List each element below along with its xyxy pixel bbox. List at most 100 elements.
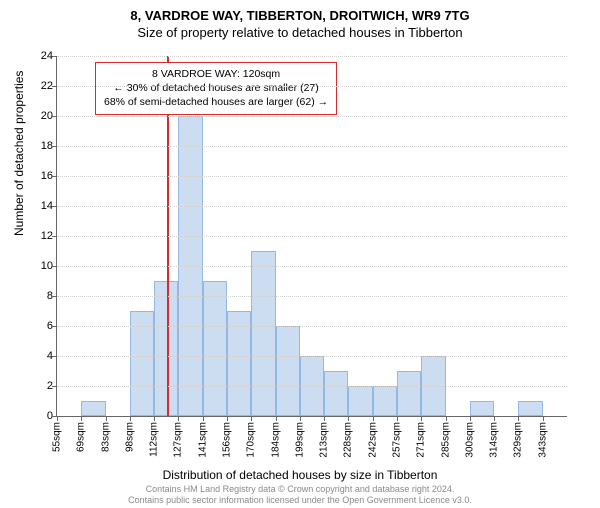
page-title: 8, VARDROE WAY, TIBBERTON, DROITWICH, WR… — [0, 8, 600, 23]
xtick-mark — [57, 416, 58, 421]
histogram-bar — [518, 401, 542, 416]
gridline — [57, 176, 567, 177]
xtick-label: 271sqm — [416, 422, 427, 458]
xtick-mark — [470, 416, 471, 421]
xtick-mark — [373, 416, 374, 421]
ytick-label: 14 — [27, 200, 53, 212]
gridline — [57, 206, 567, 207]
y-axis-label: Number of detached properties — [12, 71, 26, 236]
footer-attribution: Contains HM Land Registry data © Crown c… — [0, 484, 600, 506]
histogram-bar — [203, 281, 227, 416]
ytick-mark — [52, 356, 57, 357]
callout-line1: 8 VARDROE WAY: 120sqm — [104, 67, 328, 81]
xtick-mark — [251, 416, 252, 421]
xtick-label: 329sqm — [513, 422, 524, 458]
ytick-label: 0 — [27, 410, 53, 422]
xtick-mark — [421, 416, 422, 421]
ytick-mark — [52, 56, 57, 57]
xtick-label: 242sqm — [367, 422, 378, 458]
xtick-label: 170sqm — [246, 422, 257, 458]
plot-area: 8 VARDROE WAY: 120sqm ← 30% of detached … — [56, 56, 567, 417]
histogram-bar — [348, 386, 372, 416]
xtick-mark — [276, 416, 277, 421]
callout-line3: 68% of semi-detached houses are larger (… — [104, 95, 328, 109]
ytick-mark — [52, 296, 57, 297]
xtick-mark — [227, 416, 228, 421]
xtick-label: 127sqm — [173, 422, 184, 458]
gridline — [57, 236, 567, 237]
xtick-mark — [178, 416, 179, 421]
callout-line2: ← 30% of detached houses are smaller (27… — [104, 81, 328, 95]
histogram-bar — [373, 386, 397, 416]
xtick-mark — [203, 416, 204, 421]
xtick-label: 343sqm — [537, 422, 548, 458]
gridline — [57, 86, 567, 87]
footer-line2: Contains public sector information licen… — [0, 495, 600, 506]
ytick-mark — [52, 116, 57, 117]
histogram-bar — [324, 371, 348, 416]
xtick-mark — [300, 416, 301, 421]
ytick-label: 8 — [27, 290, 53, 302]
xtick-label: 300sqm — [464, 422, 475, 458]
xtick-mark — [324, 416, 325, 421]
callout-box: 8 VARDROE WAY: 120sqm ← 30% of detached … — [95, 62, 337, 115]
ytick-label: 2 — [27, 380, 53, 392]
xtick-label: 213sqm — [319, 422, 330, 458]
xtick-label: 184sqm — [270, 422, 281, 458]
gridline — [57, 356, 567, 357]
ytick-label: 18 — [27, 140, 53, 152]
xtick-mark — [130, 416, 131, 421]
ytick-label: 24 — [27, 50, 53, 62]
xtick-label: 257sqm — [392, 422, 403, 458]
ytick-label: 6 — [27, 320, 53, 332]
xtick-label: 83sqm — [100, 422, 111, 452]
xtick-mark — [494, 416, 495, 421]
histogram-bar — [251, 251, 275, 416]
ytick-mark — [52, 206, 57, 207]
gridline — [57, 326, 567, 327]
histogram-bar — [154, 281, 178, 416]
xtick-mark — [518, 416, 519, 421]
ytick-mark — [52, 266, 57, 267]
footer-line1: Contains HM Land Registry data © Crown c… — [0, 484, 600, 495]
ytick-mark — [52, 326, 57, 327]
xtick-mark — [154, 416, 155, 421]
ytick-label: 22 — [27, 80, 53, 92]
xtick-mark — [543, 416, 544, 421]
histogram-bar — [276, 326, 300, 416]
xtick-label: 55sqm — [52, 422, 63, 452]
xtick-label: 112sqm — [149, 422, 160, 457]
xtick-mark — [348, 416, 349, 421]
xtick-mark — [106, 416, 107, 421]
histogram-chart: 8 VARDROE WAY: 120sqm ← 30% of detached … — [56, 56, 566, 416]
gridline — [57, 296, 567, 297]
ytick-label: 16 — [27, 170, 53, 182]
gridline — [57, 266, 567, 267]
ytick-label: 4 — [27, 350, 53, 362]
page-subtitle: Size of property relative to detached ho… — [0, 25, 600, 40]
ytick-mark — [52, 236, 57, 237]
xtick-label: 314sqm — [489, 422, 500, 458]
ytick-mark — [52, 86, 57, 87]
gridline — [57, 56, 567, 57]
x-axis-label: Distribution of detached houses by size … — [0, 468, 600, 482]
ytick-mark — [52, 146, 57, 147]
ytick-label: 20 — [27, 110, 53, 122]
xtick-label: 199sqm — [294, 422, 305, 458]
xtick-label: 98sqm — [124, 422, 135, 452]
xtick-label: 285sqm — [440, 422, 451, 458]
ytick-label: 12 — [27, 230, 53, 242]
gridline — [57, 116, 567, 117]
histogram-bar — [470, 401, 494, 416]
xtick-label: 141sqm — [197, 422, 208, 458]
gridline — [57, 386, 567, 387]
ytick-label: 10 — [27, 260, 53, 272]
ytick-mark — [52, 176, 57, 177]
histogram-bar — [397, 371, 421, 416]
histogram-bar — [81, 401, 105, 416]
ytick-mark — [52, 386, 57, 387]
xtick-mark — [397, 416, 398, 421]
gridline — [57, 146, 567, 147]
xtick-mark — [446, 416, 447, 421]
xtick-label: 69sqm — [76, 422, 87, 452]
